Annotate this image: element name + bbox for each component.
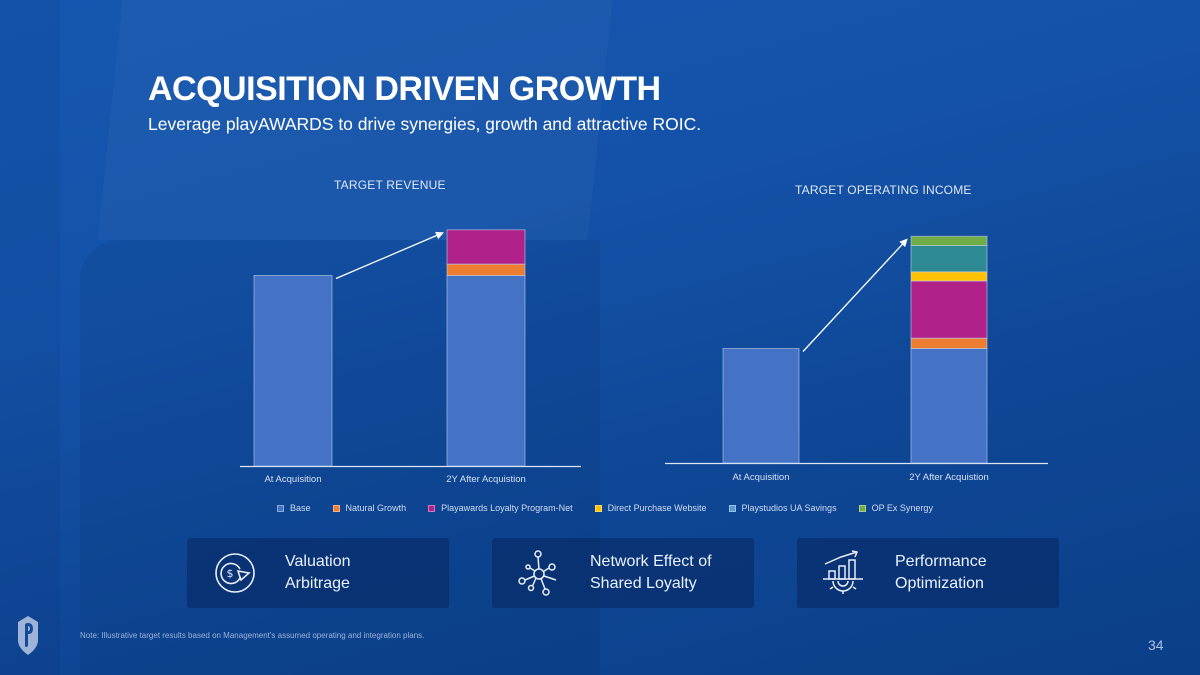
card-label-line1: Valuation [285,553,351,570]
legend-label: Playawards Loyalty Program-Net [441,503,573,513]
footnote: Note: Illustrative target results based … [80,631,425,640]
slide-title: ACQUISITION DRIVEN GROWTH [148,70,661,108]
revenue-bar-1-base [446,275,526,467]
legend-label: OP Ex Synergy [871,503,933,513]
operating-income-category-label: 2Y After Acquistion [909,472,989,483]
operating-income-bar-1-base [910,348,988,464]
operating-income-bar-1-playstudios-ua-savings [910,244,988,273]
revenue-bar-1-playawards-loyalty-program-net [446,229,526,265]
legend-swatch [332,504,340,512]
legend-swatch [594,504,602,512]
operating-income-growth-arrow [802,238,908,352]
operating-income-bar-0-base [722,348,800,464]
svg-text:$: $ [227,567,234,580]
legend-label: Playstudios UA Savings [741,503,837,513]
operating-income-bar-1-op-ex-synergy [910,235,988,246]
card-label-line2: Optimization [895,575,984,592]
operating-income-chart-title: TARGET OPERATING INCOME [795,183,972,197]
revenue-category-label: 2Y After Acquistion [446,474,526,485]
legend-item: Playstudios UA Savings [728,503,837,513]
operating-income-bar-1-playawards-loyalty-program-net [910,280,988,339]
legend-item: Natural Growth [332,503,407,513]
revenue-growth-arrow [335,231,444,280]
operating-income-bar-1-direct-purchase-website [910,271,988,282]
charts-canvas: At Acquisition 2Y After Acquistion At Acqu… [240,229,1048,485]
page-number: 34 [1148,637,1164,653]
legend-item: Base [277,503,311,513]
legend-label: Direct Purchase Website [607,503,707,513]
legend-label: Natural Growth [345,503,407,513]
card-valuation-arbitrage: $ Valuation Arbitrage [187,538,449,608]
card-performance-optimization: Performance Optimization [797,538,1059,608]
revenue-chart-title: TARGET REVENUE [334,178,446,192]
card-label-line2: Arbitrage [285,575,350,592]
card-network-effect: Network Effect of Shared Loyalty [492,538,754,608]
legend-swatch [728,504,736,512]
chart-gear-icon [823,550,863,594]
revenue-category-label: At Acquisition [264,474,321,485]
operating-income-bar-1-natural-growth [910,337,988,350]
operating-income-category-label: At Acquisition [732,472,789,483]
card-label-line1: Performance [895,553,987,570]
card-label-line1: Network Effect of [590,553,712,570]
network-nodes-icon [518,550,557,596]
dollar-pie-icon: $ [215,553,255,593]
revenue-bar-0-base [253,275,333,467]
card-label-line2: Shared Loyalty [590,575,697,592]
legend-item: Playawards Loyalty Program-Net [428,503,573,513]
background-panel-left [0,0,60,675]
legend-swatch [277,504,285,512]
legend-swatch [858,504,866,512]
legend-swatch [428,504,436,512]
revenue-bar-1-natural-growth [446,263,526,277]
legend-item: Direct Purchase Website [594,503,707,513]
legend-label: Base [290,503,311,513]
slide-subtitle: Leverage playAWARDS to drive synergies, … [148,114,702,134]
playstudios-shield-logo [18,616,38,655]
legend-item: OP Ex Synergy [858,503,933,513]
chart-legend: Base Natural Growth Playawards Loyalty Pro… [0,503,1200,513]
